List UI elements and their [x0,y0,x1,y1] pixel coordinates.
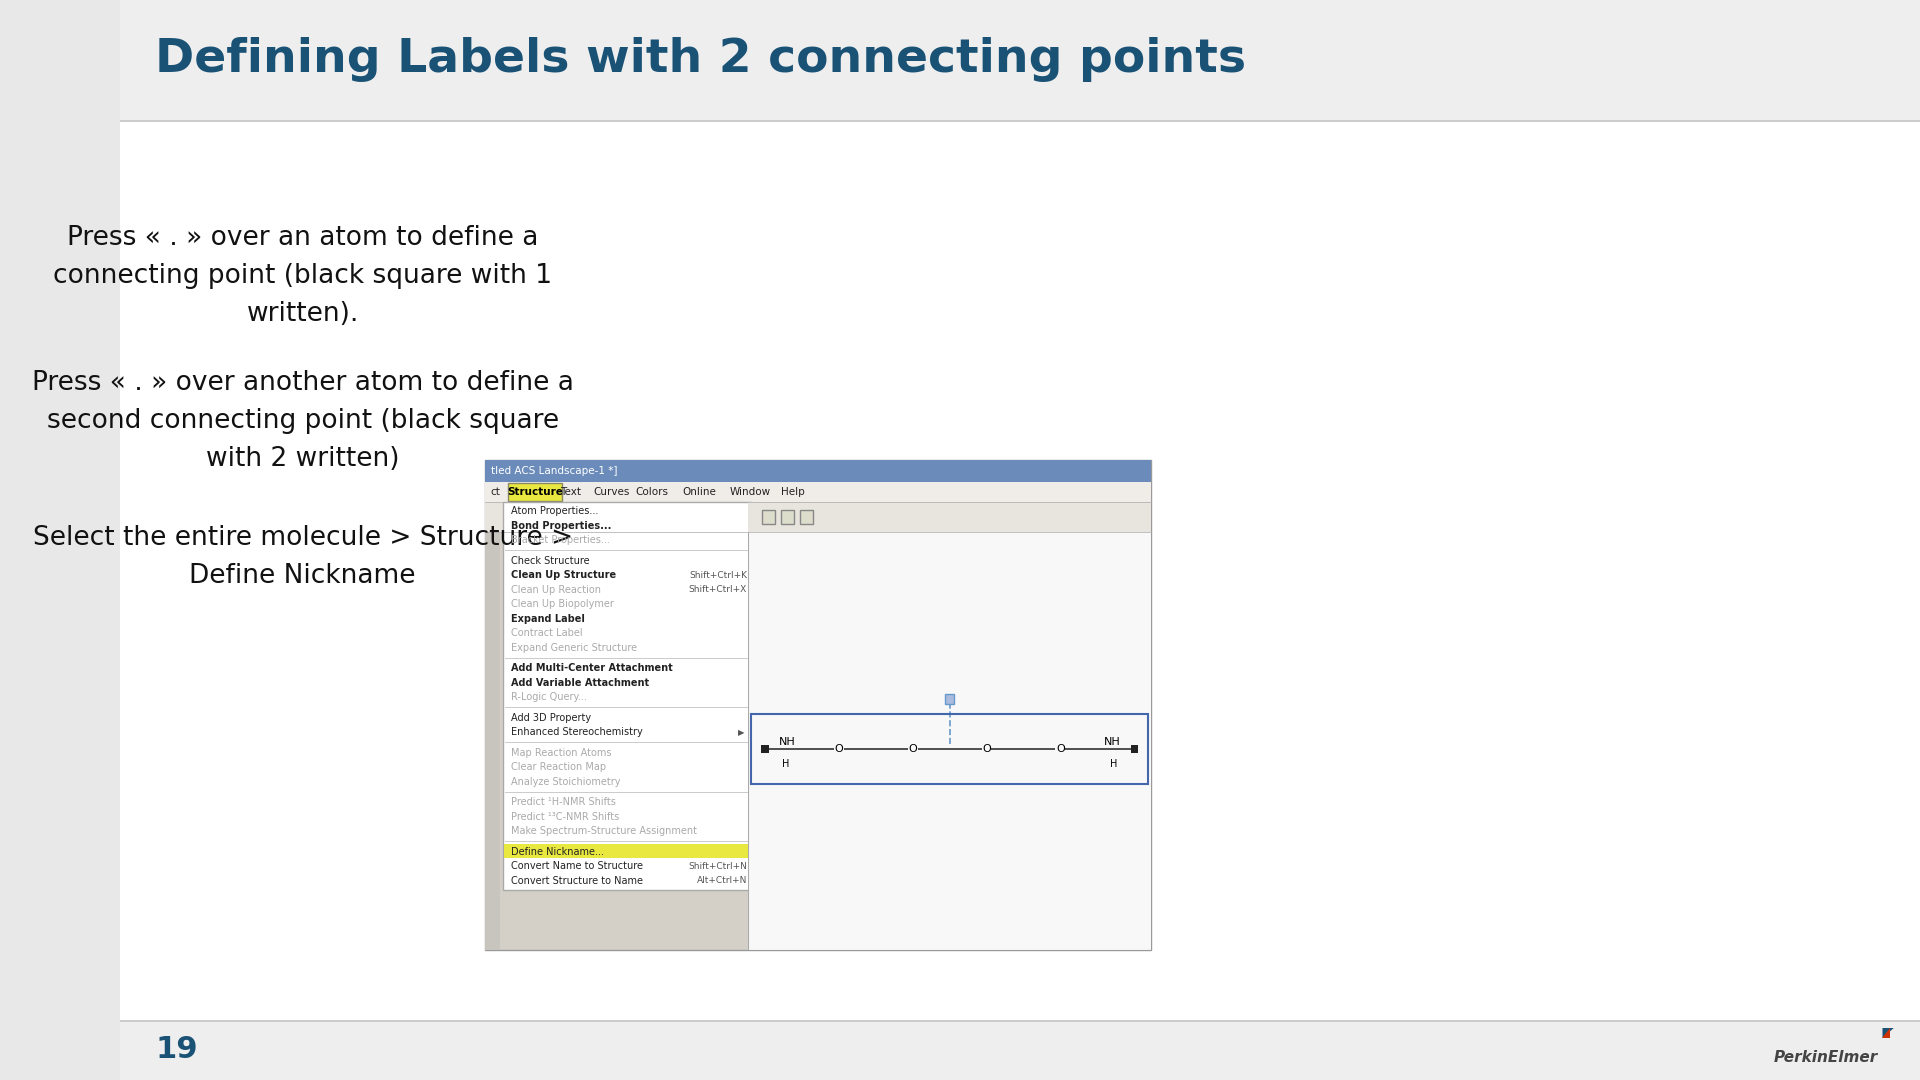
Text: Convert Structure to Name: Convert Structure to Name [511,876,643,886]
Bar [486,482,1152,502]
Bar [760,745,768,754]
Bar [119,120,1920,122]
Text: Select the entire molecule > Structure >
Define Nickname: Select the entire molecule > Structure >… [33,525,572,589]
Text: Define Nickname...: Define Nickname... [511,847,603,856]
Text: Clean Up Reaction: Clean Up Reaction [511,584,601,595]
Text: Predict ¹³C-NMR Shifts: Predict ¹³C-NMR Shifts [511,812,618,822]
Text: PerkinElmer: PerkinElmer [1774,1051,1878,1066]
Text: ▶: ▶ [737,728,745,737]
Bar [119,1020,1920,1022]
Bar [119,60,1920,1020]
Text: Predict ¹H-NMR Shifts: Predict ¹H-NMR Shifts [511,797,616,807]
Text: Defining Labels with 2 connecting points: Defining Labels with 2 connecting points [156,38,1246,82]
Text: Shift+Ctrl+N: Shift+Ctrl+N [687,862,747,870]
Text: Expand Label: Expand Label [511,613,586,624]
Text: Add Variable Attachment: Add Variable Attachment [511,678,649,688]
Bar [762,510,776,524]
Bar [1131,745,1139,754]
Bar [781,510,795,524]
Text: 19: 19 [156,1036,198,1065]
Text: NH: NH [1104,738,1119,747]
Text: Clear Reaction Map: Clear Reaction Map [511,762,607,772]
Bar [486,502,1152,532]
Text: Colors: Colors [636,487,668,497]
Text: Atom Properties...: Atom Properties... [511,507,599,516]
Text: Convert Name to Structure: Convert Name to Structure [511,861,643,872]
Bar [486,532,501,950]
Text: Expand Generic Structure: Expand Generic Structure [511,643,637,652]
Text: Enhanced Stereochemistry: Enhanced Stereochemistry [511,727,643,738]
Text: Online: Online [682,487,716,497]
Text: Bracket Properties...: Bracket Properties... [511,536,611,545]
Text: Shift+Ctrl+K: Shift+Ctrl+K [689,570,747,580]
Bar [486,460,1152,950]
Text: O: O [908,744,918,754]
Bar [749,502,1152,532]
Text: Bond Properties...: Bond Properties... [511,521,611,530]
Text: NH: NH [780,738,795,747]
Text: Window: Window [730,487,770,497]
Bar [119,1020,1920,1080]
Text: Press « . » over an atom to define a
connecting point (black square with 1
writt: Press « . » over an atom to define a con… [54,225,553,327]
Polygon shape [1882,1028,1889,1038]
Bar [119,0,1920,120]
Text: O: O [983,744,991,754]
Text: tled ACS Landscape-1 *]: tled ACS Landscape-1 *] [492,465,618,476]
Text: Analyze Stoichiometry: Analyze Stoichiometry [511,777,620,786]
Text: ct: ct [490,487,499,497]
Text: Press « . » over another atom to define a
second connecting point (black square
: Press « . » over another atom to define … [33,370,574,472]
Text: Alt+Ctrl+N: Alt+Ctrl+N [697,876,747,886]
Text: Map Reaction Atoms: Map Reaction Atoms [511,747,611,758]
Text: Check Structure: Check Structure [511,556,589,566]
Text: H: H [781,759,789,769]
Polygon shape [1882,1028,1893,1038]
Bar [486,460,1152,482]
Text: Add 3D Property: Add 3D Property [511,713,591,723]
Text: Curves: Curves [593,487,630,497]
Text: Help: Help [781,487,804,497]
Bar [505,843,751,858]
Bar [503,502,753,890]
Text: Contract Label: Contract Label [511,629,582,638]
Text: Shift+Ctrl+X: Shift+Ctrl+X [689,585,747,594]
Text: Make Spectrum-Structure Assignment: Make Spectrum-Structure Assignment [511,826,697,836]
Text: Clean Up Structure: Clean Up Structure [511,570,616,580]
Text: R-Logic Query...: R-Logic Query... [511,692,588,702]
Bar [751,714,1148,784]
Bar [751,532,1152,948]
Bar [799,510,812,524]
Bar [749,532,1152,950]
Text: O: O [1056,744,1066,754]
Text: Add Multi-Center Attachment: Add Multi-Center Attachment [511,663,672,673]
Text: Text: Text [561,487,582,497]
Text: Structure: Structure [507,487,563,497]
Text: O: O [835,744,843,754]
Text: Clean Up Biopolymer: Clean Up Biopolymer [511,599,614,609]
Text: H: H [1110,759,1117,769]
Bar [509,483,563,501]
Bar [945,694,954,704]
